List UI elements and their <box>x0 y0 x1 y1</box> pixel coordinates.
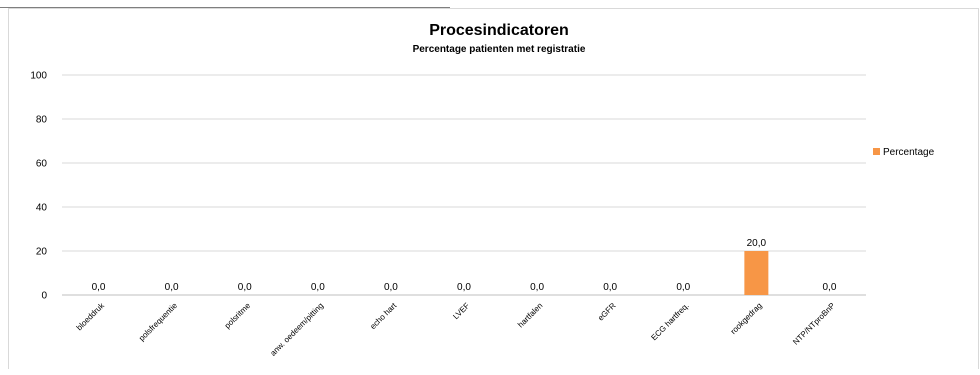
data-label: 0,0 <box>530 282 544 293</box>
x-tick-label: LVEF <box>451 301 471 321</box>
data-label: 0,0 <box>823 282 837 293</box>
y-tick-label: 0 <box>41 291 47 302</box>
data-label: 0,0 <box>457 282 471 293</box>
y-axis-ticks: 0 20 40 60 80 100 <box>30 71 47 302</box>
data-label: 0,0 <box>603 282 617 293</box>
x-tick-label: echo hart <box>368 301 398 331</box>
x-tick-label: ECG hartfreq. <box>649 301 690 342</box>
gridlines <box>62 74 866 296</box>
x-tick-label: anw. oedeem/pitting <box>269 301 326 358</box>
x-axis-ticks: bloeddruk polsfrequentie polsritme anw. oed… <box>75 300 837 357</box>
data-label: 0,0 <box>384 282 398 293</box>
x-tick-label: polsritme <box>223 301 253 331</box>
data-label: 0,0 <box>311 282 325 293</box>
bar-chart: Procesindicatoren Percentage patienten m… <box>30 22 935 358</box>
y-tick-label: 100 <box>30 71 47 82</box>
x-tick-label: polsfrequentie <box>137 301 179 343</box>
legend-swatch <box>873 148 880 155</box>
chart-title: Procesindicatoren <box>429 22 569 39</box>
x-tick-label: bloeddruk <box>75 300 107 332</box>
y-tick-label: 40 <box>36 203 48 214</box>
x-tick-label: eGFR <box>596 301 618 323</box>
y-tick-label: 80 <box>36 115 48 126</box>
top-cut-off-strip <box>0 0 450 8</box>
legend: Percentage <box>873 147 935 158</box>
data-label: 0,0 <box>676 282 690 293</box>
bars <box>744 251 769 295</box>
x-tick-label: NTP/NTproBnP <box>791 301 837 347</box>
data-label: 20,0 <box>747 238 767 249</box>
data-label: 0,0 <box>165 282 179 293</box>
y-tick-label: 20 <box>36 247 48 258</box>
chart-subtitle: Percentage patienten met registratie <box>413 44 586 55</box>
data-labels: 0,0 0,0 0,0 0,0 0,0 0,0 0,0 0,0 0,0 20,0 0,0 <box>92 238 837 293</box>
chart-area: Procesindicatoren Percentage patienten m… <box>8 8 979 369</box>
legend-label: Percentage <box>883 147 935 158</box>
data-label: 0,0 <box>238 282 252 293</box>
y-tick-label: 60 <box>36 159 48 170</box>
bar-9 <box>744 251 769 295</box>
x-tick-label: rookgedrag <box>729 301 764 336</box>
x-tick-label: hartfalen <box>516 301 544 329</box>
data-label: 0,0 <box>92 282 106 293</box>
